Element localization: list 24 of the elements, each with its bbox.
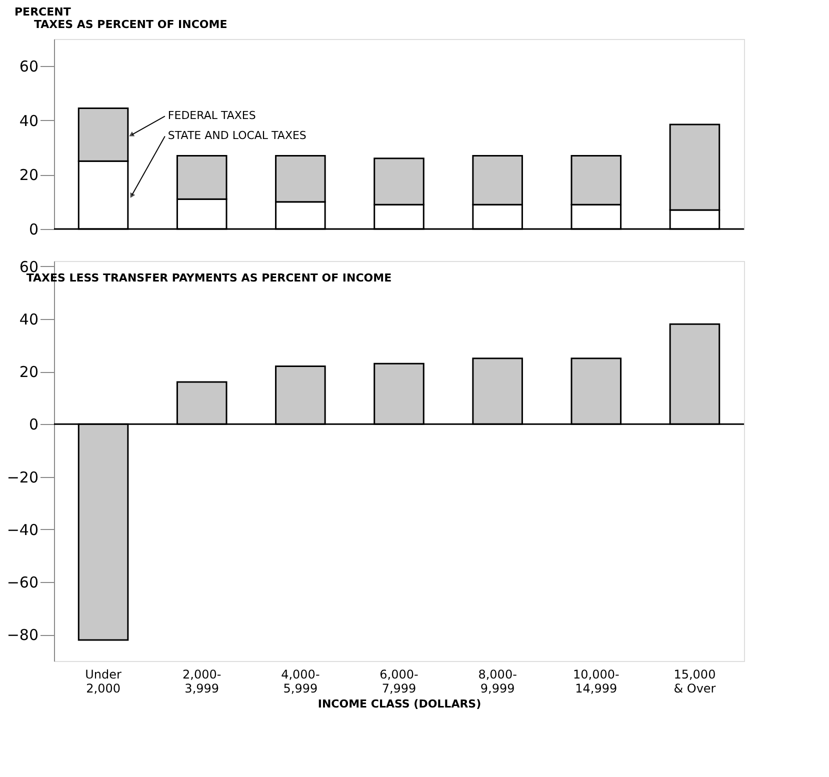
x-tick-label: 4,000- 5,999 bbox=[281, 668, 320, 696]
y-tick-label: 40 bbox=[19, 310, 38, 328]
x-axis-title: INCOME CLASS (DOLLARS) bbox=[318, 698, 482, 710]
x-tick-label: 15,000 & Over bbox=[674, 668, 716, 696]
y-tick-label: 0 bbox=[28, 220, 38, 238]
x-tick-label: 6,000- 7,999 bbox=[380, 668, 418, 696]
y-tick-label: −60 bbox=[6, 574, 38, 592]
y-tick-label: 20 bbox=[19, 166, 38, 184]
y-tick-label: 0 bbox=[28, 416, 38, 434]
x-tick-label: 10,000- 14,999 bbox=[572, 668, 620, 696]
text: TAXES LESS TRANSFER PAYMENTS AS PERCENT OF INCOME bbox=[26, 271, 392, 284]
x-tick-label: 2,000- 3,999 bbox=[182, 668, 222, 696]
chart-title: TAXES AS PERCENT OF INCOME bbox=[34, 18, 228, 31]
x-tick-label: Under 2,000 bbox=[85, 668, 122, 696]
y-tick-label: 60 bbox=[19, 58, 38, 76]
y-tick-label: 40 bbox=[19, 112, 38, 130]
y-tick-label: −20 bbox=[6, 468, 38, 486]
y-tick-label: 20 bbox=[19, 363, 38, 382]
text: FEDERAL TAXES bbox=[168, 109, 256, 122]
x-tick-label: 8,000- 9,999 bbox=[478, 668, 517, 696]
text: STATE AND LOCAL TAXES bbox=[168, 129, 306, 142]
y-axis-title: PERCENT bbox=[14, 6, 72, 18]
y-tick-label: −40 bbox=[6, 520, 38, 539]
y-tick-label: −80 bbox=[6, 626, 38, 644]
